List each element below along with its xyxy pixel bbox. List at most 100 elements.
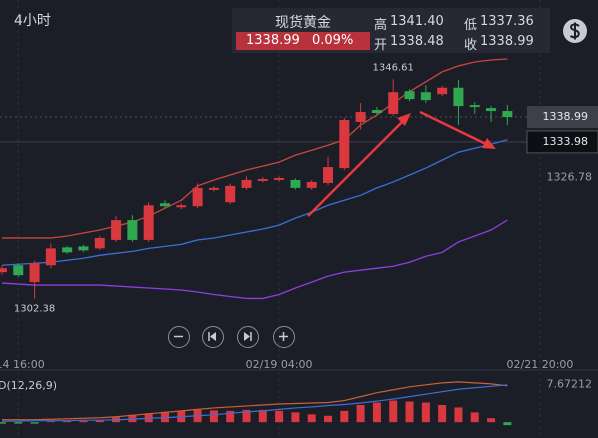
candle-body (127, 220, 138, 240)
macd-bar (438, 404, 447, 423)
candle-body (274, 177, 285, 180)
price-tag (527, 106, 598, 129)
band-line (1, 58, 508, 239)
change: 0.09% (312, 33, 354, 48)
instrument-name: 现货黄金 (275, 15, 331, 31)
price-badge: 1338.99 0.09% (236, 32, 370, 50)
arrow-down (419, 110, 491, 148)
macd-bar (324, 415, 333, 423)
x-tick-label: 02/19 04:00 (246, 358, 313, 371)
candle-body (388, 92, 399, 115)
low-label: 低 (464, 18, 478, 33)
candle-body (208, 187, 219, 190)
candle-body (404, 91, 415, 100)
arrow-head (482, 138, 496, 149)
candle-body (339, 119, 350, 169)
current-price-label: 1338.99 (543, 110, 589, 123)
macd-bar (356, 404, 365, 423)
extreme-label: 1346.61 (373, 62, 414, 73)
arrow-up (307, 115, 409, 217)
candle-body (192, 187, 203, 207)
macd-bar (487, 418, 496, 423)
band-line (1, 139, 508, 266)
candle-body (257, 178, 268, 181)
macd-bar (372, 402, 381, 423)
low: 1337.36 (480, 14, 534, 29)
candle-body (355, 112, 366, 122)
close-label: 收 (464, 38, 478, 53)
candle-body (62, 247, 73, 253)
candle-body (111, 220, 122, 240)
macd-bar (63, 420, 72, 423)
macd-bar (454, 407, 463, 423)
candle-body (420, 92, 431, 101)
arrow-head (397, 113, 411, 126)
candle-body (94, 237, 105, 249)
next-button[interactable] (237, 326, 259, 348)
macd-bar (275, 410, 284, 423)
zoom-in-button[interactable] (273, 326, 295, 348)
candle-body (469, 105, 480, 108)
macd-line (1, 381, 508, 421)
candle-body (29, 263, 40, 283)
macd-bar (14, 422, 23, 424)
y-tick-label: 7.67212 (547, 377, 593, 390)
candle-body (437, 87, 448, 95)
macd-bar (405, 401, 414, 423)
candle-body (0, 268, 7, 273)
zoom-out-button[interactable] (168, 326, 190, 348)
prev-button[interactable] (202, 326, 224, 348)
macd-bar (242, 409, 251, 423)
candle-body (306, 181, 317, 188)
macd-bar (30, 422, 39, 424)
quote-panel: 现货黄金 1338.99 0.09% 高 1341.40 低 1337.36 开… (232, 8, 550, 53)
y-tick-label: 1326.78 (547, 171, 593, 184)
candle-body (290, 179, 301, 188)
candle-body (486, 108, 497, 112)
open: 1338.48 (390, 34, 444, 49)
macd-line (1, 384, 508, 422)
period[interactable]: 4小时 (14, 13, 51, 29)
price-tag (526, 130, 598, 154)
macd-bar (307, 414, 316, 423)
close: 1338.99 (480, 34, 534, 49)
band-line (1, 219, 508, 300)
macd-bar (503, 422, 512, 426)
macd-bar (389, 400, 398, 423)
price: 1338.99 (246, 33, 300, 48)
candle-body (371, 110, 382, 114)
macd-bar (421, 402, 430, 423)
candle-body (176, 205, 187, 208)
candle-body (13, 265, 24, 276)
macd-bar (95, 420, 104, 423)
candle-body (143, 205, 154, 240)
macd-bar (209, 410, 218, 423)
open-label: 开 (374, 38, 388, 53)
macd-bar (79, 420, 88, 423)
macd-bar (128, 414, 137, 423)
candle-body (159, 203, 170, 207)
macd-bar (0, 422, 6, 424)
macd-bar (291, 412, 300, 423)
candle-body (453, 87, 464, 107)
candle-body (241, 179, 252, 188)
macd-bar (258, 409, 267, 423)
extreme-label: 1302.38 (14, 304, 55, 315)
macd-bar (46, 421, 55, 423)
currency-button[interactable] (561, 17, 589, 45)
indicator-title: D(12,26,9) (0, 379, 57, 392)
candle-body (78, 246, 89, 251)
candle-body (502, 111, 513, 118)
crosshair-label: 1333.98 (543, 135, 589, 148)
high-label: 高 (374, 18, 388, 33)
candle-body (225, 185, 236, 203)
x-tick-label: 02/21 20:00 (507, 358, 574, 371)
candle-body (45, 248, 56, 266)
macd-bar (340, 410, 349, 423)
macd-bar (160, 411, 169, 423)
candle-body (323, 167, 334, 183)
high: 1341.40 (390, 14, 444, 29)
macd-bar (470, 412, 479, 423)
